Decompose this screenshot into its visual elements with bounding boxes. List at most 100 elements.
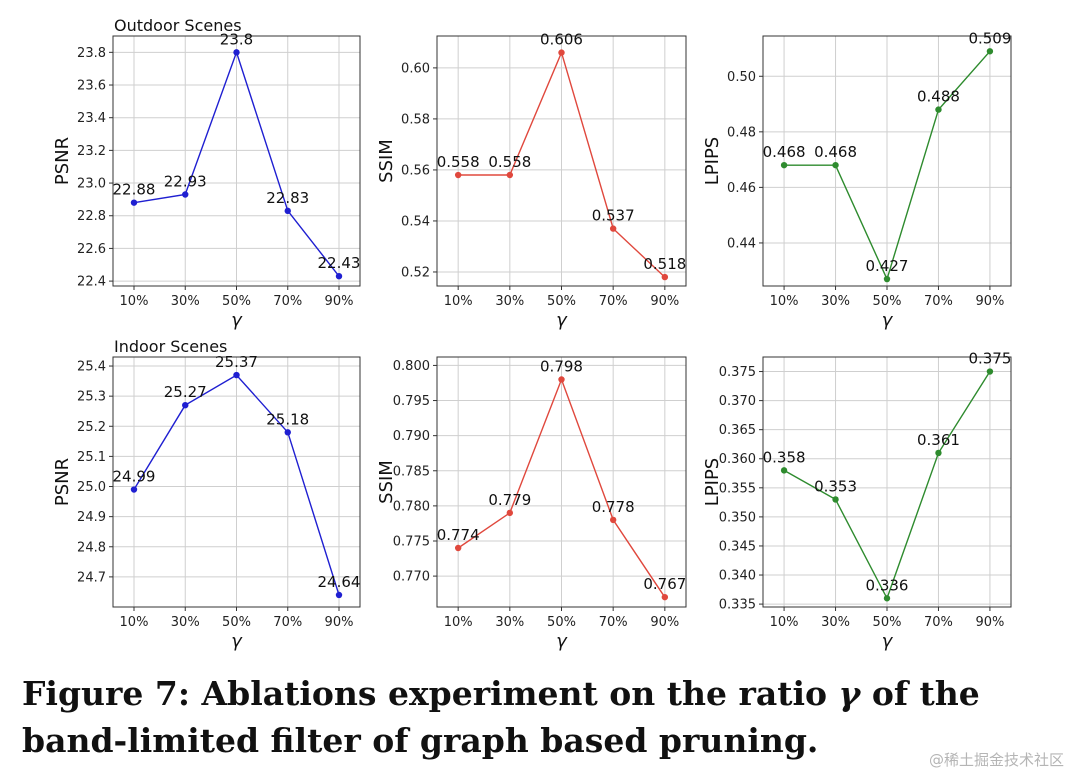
- data-point: [506, 509, 514, 517]
- y-tick-label: 0.370: [719, 394, 756, 409]
- y-tick-label: 25.1: [77, 450, 106, 465]
- axes-frame: [436, 356, 687, 608]
- x-tick-label: 90%: [325, 615, 354, 630]
- y-tick-label: 23.0: [77, 177, 106, 192]
- y-tick-label: 25.2: [77, 420, 106, 435]
- data-label: 24.99: [113, 468, 156, 486]
- x-tick-label: 10%: [770, 294, 799, 309]
- y-tick-label: 23.8: [77, 46, 106, 61]
- data-label: 0.779: [488, 491, 531, 509]
- x-tick-label: 30%: [171, 615, 200, 630]
- x-tick-label: 50%: [873, 294, 902, 309]
- data-label: 22.43: [318, 254, 361, 272]
- x-axis-label: γ: [231, 631, 243, 652]
- axes-frame: [436, 35, 687, 287]
- y-tick-label: 24.8: [77, 540, 106, 555]
- data-label: 25.37: [215, 353, 258, 371]
- x-tick-label: 90%: [975, 294, 1004, 309]
- y-tick-label: 24.7: [77, 570, 106, 585]
- x-tick-label: 70%: [924, 615, 953, 630]
- y-tick-label: 23.4: [77, 111, 106, 126]
- x-tick-label: 50%: [222, 294, 251, 309]
- data-point: [284, 429, 291, 436]
- data-point: [883, 275, 891, 283]
- y-tick-label: 23.6: [77, 79, 106, 94]
- x-tick-label: 70%: [924, 294, 953, 309]
- x-tick-label: 30%: [495, 294, 524, 309]
- data-label: 23.8: [220, 30, 253, 48]
- data-label: 22.83: [266, 189, 309, 207]
- x-tick-label: 70%: [599, 294, 628, 309]
- caption-gamma-symbol: γ: [838, 674, 861, 713]
- y-tick-label: 0.48: [727, 125, 756, 140]
- x-tick-label: 10%: [444, 615, 473, 630]
- data-point: [609, 516, 617, 524]
- y-tick-label: 0.775: [393, 534, 430, 549]
- y-tick-label: 0.785: [393, 464, 430, 479]
- x-tick-label: 70%: [273, 615, 302, 630]
- chart-panel-1: 22.4 22.6 22.8 23.0 23.2 23.4 23.6 23.8 10% 30% 50…: [52, 16, 361, 331]
- chart-panel-3: 0.44 0.46 0.48 0.50 10% 30% 50% 70% 90% 0.468 0.46…: [702, 29, 1012, 331]
- data-label: 0.558: [437, 153, 480, 171]
- data-label: 0.361: [917, 431, 960, 449]
- data-point: [558, 376, 565, 383]
- data-label: 0.336: [866, 576, 909, 594]
- data-label: 0.606: [540, 31, 583, 49]
- y-tick-label: 0.54: [401, 214, 430, 229]
- data-point: [130, 199, 138, 206]
- data-point: [284, 207, 291, 215]
- data-label: 0.468: [814, 143, 857, 161]
- x-tick-label: 90%: [975, 615, 1004, 630]
- x-tick-label: 50%: [873, 615, 902, 630]
- y-tick-label: 0.770: [393, 570, 430, 585]
- y-tick-label: 0.58: [401, 112, 430, 127]
- data-point: [935, 449, 942, 457]
- y-tick-label: 25.0: [77, 480, 106, 495]
- y-tick-label: 0.790: [393, 429, 430, 444]
- y-tick-label: 0.44: [727, 236, 756, 251]
- x-tick-label: 10%: [120, 615, 149, 630]
- y-axis-label: PSNR: [52, 458, 73, 506]
- y-tick-label: 0.50: [727, 70, 756, 85]
- y-tick-label: 0.340: [719, 569, 756, 584]
- chart-title: Indoor Scenes: [114, 337, 227, 356]
- x-axis-label: γ: [882, 631, 894, 652]
- y-axis-label: SSIM: [376, 139, 397, 183]
- data-point: [558, 49, 565, 56]
- data-label: 0.774: [437, 526, 480, 544]
- data-point: [233, 49, 240, 56]
- caption-text-end: of the band-limited filter of graph base…: [22, 674, 980, 760]
- y-tick-label: 22.6: [77, 242, 106, 257]
- data-label: 0.509: [968, 29, 1011, 47]
- y-tick-label: 0.335: [719, 598, 756, 613]
- data-label: 0.537: [592, 207, 635, 225]
- data-point: [130, 486, 138, 493]
- data-point: [661, 593, 669, 601]
- data-label: 0.798: [540, 357, 583, 375]
- x-axis-label: γ: [556, 310, 568, 331]
- y-axis-label: LPIPS: [702, 458, 723, 506]
- data-label: 0.767: [643, 575, 686, 593]
- data-point: [182, 401, 189, 409]
- x-tick-label: 10%: [444, 294, 473, 309]
- y-axis-label: LPIPS: [702, 137, 723, 185]
- chart-panel-6: 0.335 0.340 0.345 0.350 0.355 0.360 0.365 0.370…: [702, 350, 1012, 652]
- x-tick-label: 30%: [495, 615, 524, 630]
- y-tick-label: 22.4: [77, 275, 106, 290]
- data-point: [832, 496, 839, 503]
- y-tick-label: 0.800: [393, 359, 430, 374]
- x-tick-label: 90%: [325, 294, 354, 309]
- data-label: 0.488: [917, 88, 960, 106]
- axes-frame: [112, 356, 361, 608]
- data-point: [832, 161, 839, 169]
- y-tick-label: 0.355: [719, 481, 756, 496]
- caption-text-start: Figure 7: Ablations experiment on the ra…: [22, 674, 839, 713]
- x-tick-label: 90%: [650, 615, 679, 630]
- x-tick-label: 50%: [547, 294, 576, 309]
- data-point: [780, 467, 788, 474]
- data-point: [883, 595, 891, 602]
- figure-caption: Figure 7: Ablations experiment on the ra…: [22, 670, 1062, 764]
- data-point: [780, 161, 788, 169]
- y-tick-label: 0.60: [401, 61, 430, 76]
- y-tick-label: 0.345: [719, 539, 756, 554]
